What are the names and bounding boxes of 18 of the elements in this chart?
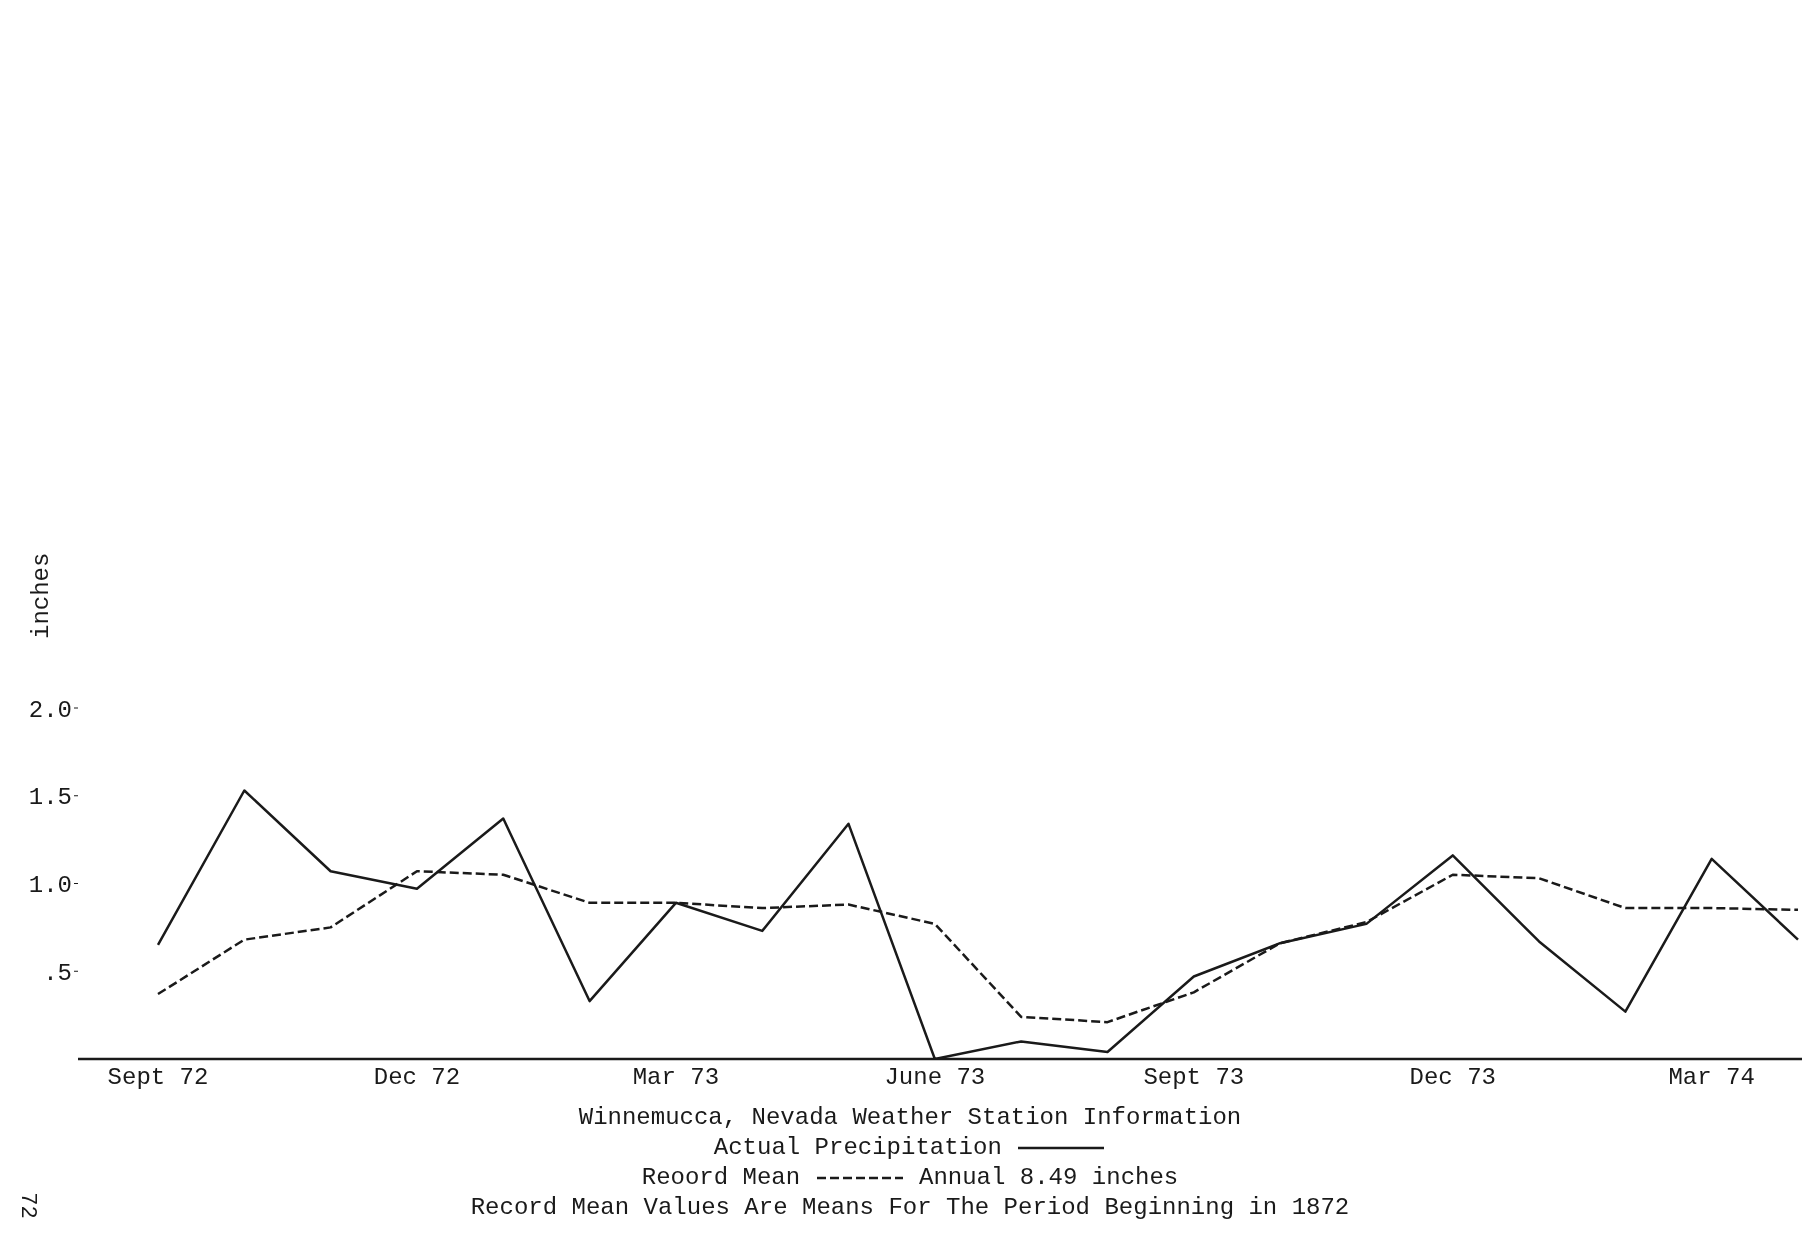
legend-label: Reoord Mean	[641, 1164, 802, 1191]
y-tick-label: .5	[43, 959, 72, 987]
text: Annual 8.49 inches	[918, 1164, 1179, 1191]
x-tick-label: Mar 73	[632, 1064, 720, 1092]
text: 72	[14, 1192, 40, 1219]
x-tick-label: Dec 73	[1409, 1064, 1496, 1092]
y-tick-label: 2.0	[28, 696, 72, 724]
y-tick-label: 1.0	[28, 872, 72, 900]
x-tick-label: Dec 72	[373, 1064, 461, 1092]
text: Record Mean Values Are Means For The Period Beginning in 1872	[470, 1194, 1350, 1221]
x-tick-label: June 73	[884, 1064, 986, 1092]
x-tick-label: Sept 72	[107, 1064, 209, 1092]
y-axis-title: inches	[28, 552, 55, 639]
x-tick-label: Mar 74	[1668, 1064, 1755, 1092]
text: Winnemucca, Nevada Weather Station Information	[577, 1103, 1243, 1133]
legend-label: Actual Precipitation	[713, 1134, 1003, 1161]
x-tick-label: Sept 73	[1143, 1064, 1245, 1092]
y-tick-label: 1.5	[28, 784, 72, 812]
